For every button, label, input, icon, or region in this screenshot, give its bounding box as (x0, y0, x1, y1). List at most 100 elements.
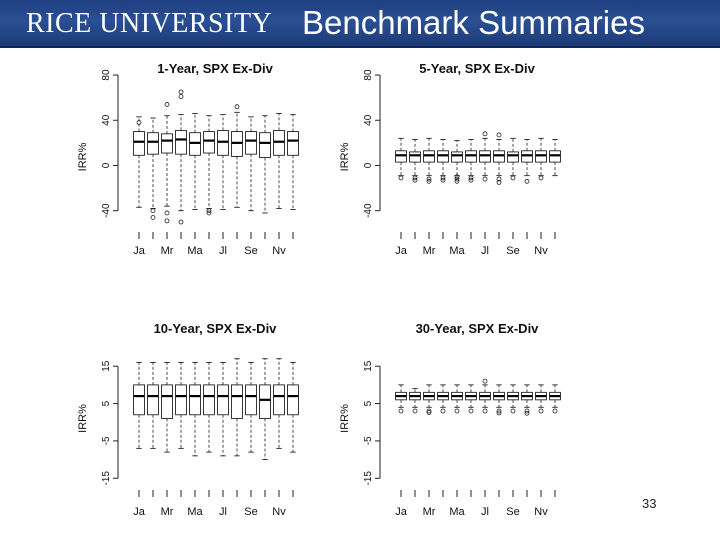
box-iqr (493, 150, 505, 163)
outlier-point (440, 177, 446, 183)
outlier-point (206, 210, 212, 216)
x-tick-label: Ma (187, 245, 203, 257)
chart-title: 1-Year, SPX Ex-Div (157, 61, 273, 76)
box-Jl (217, 114, 229, 211)
box-Fb (409, 139, 421, 183)
slide-title: Benchmark Summaries (302, 4, 645, 41)
box-iqr (217, 129, 229, 156)
outlier-point (454, 176, 460, 182)
x-tick-label: Nv (534, 506, 548, 518)
box-iqr (231, 384, 243, 419)
box-Au (493, 132, 505, 185)
x-tick-label: Mr (423, 506, 436, 518)
chart-panel-2: 5-Year, SPX Ex-Div IRR% -40 0 40 80 Ja Mr Ma Jl Se… (339, 61, 561, 257)
x-tick-label: Ma (449, 245, 465, 257)
chart-title: 10-Year, SPX Ex-Div (154, 321, 278, 336)
outlier-point (496, 408, 502, 414)
outlier-point (496, 132, 502, 138)
x-tick-label: Jl (219, 245, 227, 257)
box-Mr (423, 384, 435, 415)
box-Fb (147, 362, 159, 449)
box-iqr (147, 384, 159, 416)
outlier-point (164, 210, 170, 216)
box-Nv (535, 137, 547, 181)
outlier-point (552, 408, 558, 414)
y-tick-label: -15 (101, 471, 112, 486)
outlier-point (426, 178, 432, 184)
outlier-point (482, 378, 488, 384)
y-axis-label: IRR% (77, 404, 89, 433)
outlier-point (524, 408, 530, 414)
y-tick-label: 80 (363, 69, 374, 81)
x-tick-label: Se (506, 506, 519, 518)
box-Ma (451, 140, 463, 184)
box-iqr (479, 150, 491, 163)
outlier-point (440, 175, 446, 181)
x-tick-label: Ja (133, 506, 146, 518)
outlier-point (164, 218, 170, 224)
box-Jl (479, 131, 491, 182)
outlier-point (412, 408, 418, 414)
outlier-point (178, 94, 184, 99)
x-tick-label: Jl (481, 506, 489, 518)
box-iqr (535, 150, 547, 163)
box-iqr (203, 131, 215, 154)
box-Ap (437, 384, 449, 414)
chart-title: 5-Year, SPX Ex-Div (419, 61, 535, 76)
y-axis-label: IRR% (77, 142, 89, 171)
outlier-point (426, 410, 432, 415)
outlier-point (454, 408, 460, 414)
x-tick-label: Jl (219, 506, 227, 518)
box-Se (245, 362, 257, 453)
box-Ap (437, 139, 449, 183)
y-tick-label: 15 (101, 360, 112, 372)
box-iqr (395, 150, 407, 163)
box-Dc (549, 139, 561, 177)
outlier-point (538, 175, 544, 181)
box-iqr (273, 384, 285, 416)
box-Nv (273, 358, 285, 449)
box-iqr (521, 150, 533, 163)
box-iqr (245, 131, 257, 155)
x-tick-label: Ma (449, 506, 465, 518)
outlier-point (426, 176, 432, 182)
outlier-point (482, 131, 488, 137)
box-Jn (465, 384, 477, 414)
y-tick-label: -40 (101, 203, 112, 218)
rice-university-logo: RICE UNIVERSITY (26, 8, 273, 39)
box-Dc (287, 362, 299, 453)
box-Au (493, 384, 505, 416)
box-Se (507, 137, 519, 181)
outlier-point (538, 408, 544, 414)
y-tick-label: 40 (363, 114, 374, 126)
y-axis-label: IRR% (339, 404, 351, 433)
outlier-point (482, 408, 488, 414)
outlier-point (496, 410, 502, 416)
x-tick-label: Mr (161, 245, 174, 257)
outlier-point (178, 89, 184, 95)
box-iqr (217, 384, 229, 416)
outlier-point (440, 408, 446, 414)
outlier-point (206, 208, 212, 214)
box-iqr (175, 129, 187, 155)
box-iqr (161, 384, 173, 419)
y-tick-label: 5 (363, 400, 374, 406)
box-iqr (287, 131, 299, 156)
box-Oc (259, 358, 271, 461)
box-Mr (161, 362, 173, 453)
box-iqr (203, 384, 215, 416)
box-Jl (479, 378, 491, 414)
box-Ja (395, 384, 407, 414)
outlier-point (150, 215, 156, 220)
chart-panel-1: 1-Year, SPX Ex-Div IRR% -40 0 40 80 Ja Mr Ma Jl Se… (77, 61, 299, 257)
slide-header: RICE UNIVERSITY Benchmark Summaries (0, 0, 720, 48)
box-Mr (423, 137, 435, 184)
box-iqr (423, 150, 435, 163)
box-iqr (549, 150, 561, 163)
box-iqr (175, 384, 187, 416)
box-iqr (437, 150, 449, 163)
box-Au (231, 104, 243, 208)
y-tick-label: 40 (101, 114, 112, 126)
box-Ja (133, 362, 145, 449)
box-iqr (259, 132, 271, 159)
